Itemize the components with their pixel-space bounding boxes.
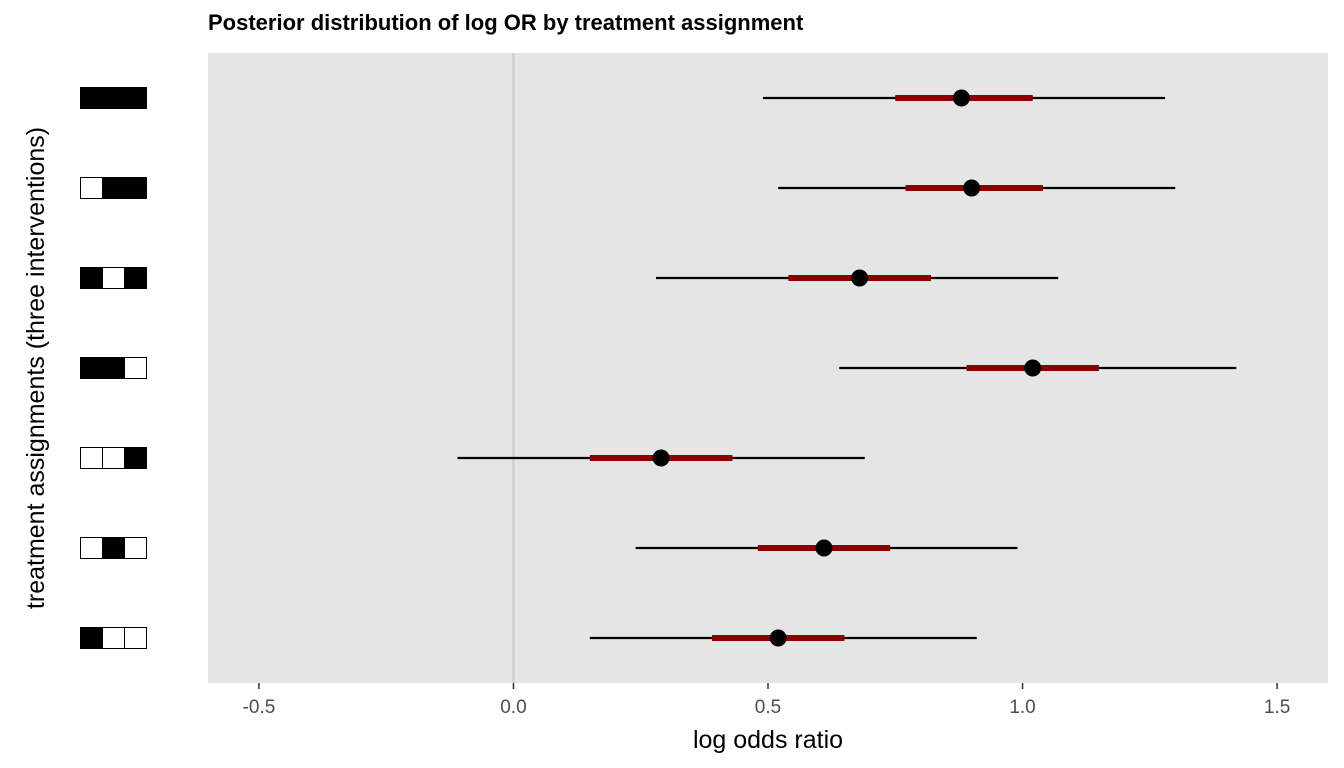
x-tick-label: 1.5	[1264, 697, 1290, 718]
interval-marks	[457, 89, 1237, 647]
assignment-icon	[80, 267, 147, 289]
x-tick-label: 0.0	[500, 697, 526, 718]
median-point	[815, 539, 833, 557]
assignment-icon	[80, 447, 147, 469]
median-point	[963, 179, 981, 197]
assignment-cell-off	[102, 447, 125, 469]
x-axis-ticks: -0.5 0.0 0.5 1.0 1.5	[243, 683, 1290, 718]
assignment-cell-off	[124, 537, 147, 559]
x-axis-title: log odds ratio	[693, 726, 843, 754]
assignment-cell-on	[80, 87, 103, 109]
assignment-icon	[80, 627, 147, 649]
chart-title: Posterior distribution of log OR by trea…	[208, 10, 804, 35]
assignment-cell-off	[124, 627, 147, 649]
assignment-cell-on	[124, 447, 147, 469]
assignment-cell-off	[80, 537, 103, 559]
assignment-cell-on	[102, 87, 125, 109]
x-tick-label: 0.5	[755, 697, 781, 718]
treatment-assignment-icons	[80, 87, 147, 649]
assignment-cell-off	[80, 447, 103, 469]
assignment-cell-on	[124, 267, 147, 289]
assignment-icon	[80, 357, 147, 379]
assignment-cell-off	[124, 357, 147, 379]
x-tick-label: -0.5	[243, 697, 276, 718]
median-point	[1024, 359, 1042, 377]
assignment-icon	[80, 87, 147, 109]
assignment-cell-off	[80, 177, 103, 199]
assignment-cell-on	[124, 177, 147, 199]
assignment-cell-on	[80, 357, 103, 379]
assignment-icon	[80, 537, 147, 559]
assignment-cell-on	[80, 627, 103, 649]
x-tick-label: 1.0	[1009, 697, 1035, 718]
assignment-cell-off	[102, 267, 125, 289]
assignment-cell-on	[102, 357, 125, 379]
median-point	[769, 629, 787, 647]
median-point	[952, 89, 970, 107]
median-point	[652, 449, 670, 467]
median-point	[851, 269, 869, 287]
assignment-cell-on	[102, 537, 125, 559]
assignment-cell-on	[80, 267, 103, 289]
y-axis-title: treatment assignments (three interventio…	[22, 127, 50, 609]
assignment-cell-off	[102, 627, 125, 649]
assignment-cell-on	[102, 177, 125, 199]
assignment-icon	[80, 177, 147, 199]
assignment-cell-on	[124, 87, 147, 109]
